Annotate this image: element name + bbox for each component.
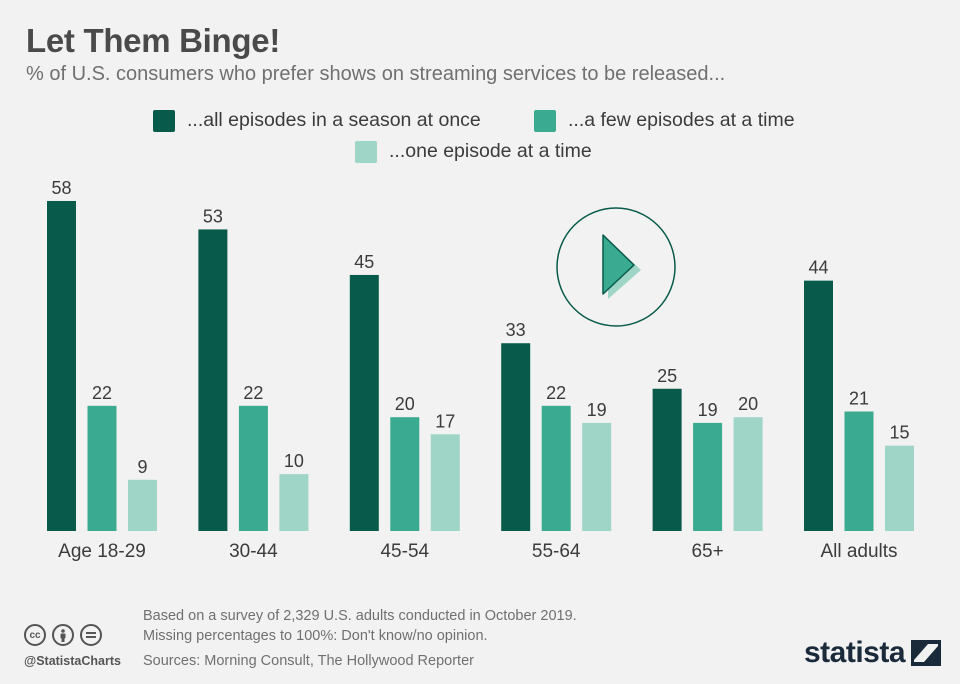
data-label-30-44-series-2: 22 [243, 383, 263, 403]
creative-commons-icon[interactable]: cc [24, 624, 46, 646]
bar-65-series-1 [652, 388, 682, 531]
bar-30-44-series-1 [198, 229, 228, 531]
bar-30-44-series-2 [238, 405, 268, 531]
bar-45-54-series-2 [390, 417, 420, 531]
bar-65-series-2 [693, 422, 723, 531]
data-label-30-44-series-1: 53 [203, 206, 223, 226]
data-label-45-54-series-3: 17 [435, 411, 455, 431]
twitter-handle[interactable]: @StatistaCharts [24, 654, 121, 668]
category-label-all-adults: All adults [820, 541, 897, 562]
bar-45-54-series-1 [349, 274, 379, 531]
statista-logo-mark [911, 640, 942, 666]
legend-item-few-episodes: ...a few episodes at a time [534, 109, 795, 132]
license-icons[interactable]: cc [24, 624, 102, 646]
footer-note-survey: Based on a survey of 2,329 U.S. adults c… [143, 608, 577, 624]
category-label-age-18-29: Age 18-29 [58, 541, 146, 562]
category-label-65: 65+ [691, 541, 723, 562]
footer-note-missing: Missing percentages to 100%: Don't know/… [143, 628, 488, 644]
play-icon[interactable] [556, 207, 676, 327]
statista-logo[interactable]: statista [804, 636, 942, 670]
legend-swatch-one-episode [355, 140, 377, 163]
bar-age-18-29-series-3 [128, 479, 157, 531]
data-label-55-64-series-2: 22 [546, 383, 566, 403]
bar-all-adults-series-1 [804, 280, 833, 531]
data-label-age-18-29-series-1: 58 [51, 178, 71, 198]
data-label-all-adults-series-2: 21 [849, 389, 869, 409]
legend-label-all-episodes: ...all episodes in a season at once [187, 109, 481, 131]
bar-45-54-series-3 [430, 434, 460, 531]
legend-item-one-episode: ...one episode at a time [355, 140, 592, 163]
data-label-all-adults-series-3: 15 [889, 423, 909, 443]
play-icon-triangle [602, 234, 635, 295]
chart-title: Let Them Binge! [26, 22, 281, 59]
legend-swatch-few-episodes [534, 109, 556, 132]
bars-layer: 58 22 9 Age 18-29 53 22 10 30-44 45 20 17 45-54 33 22… [47, 178, 914, 562]
legend-swatch-all-episodes [153, 109, 175, 132]
bar-chart: 58 22 9 Age 18-29 53 22 10 30-44 45 20 17 45-54 33 22… [47, 178, 914, 562]
data-label-age-18-29-series-2: 22 [92, 383, 112, 403]
bar-55-64-series-3 [582, 422, 612, 531]
legend-label-one-episode: ...one episode at a time [389, 140, 592, 162]
data-label-65-series-3: 20 [738, 394, 758, 414]
bar-55-64-series-1 [501, 343, 531, 531]
category-label-30-44: 30-44 [229, 541, 278, 562]
data-label-45-54-series-2: 20 [395, 394, 415, 414]
bar-30-44-series-3 [279, 474, 309, 531]
data-label-65-series-1: 25 [657, 366, 677, 386]
legend-item-all-episodes: ...all episodes in a season at once [153, 109, 481, 132]
bar-age-18-29-series-1 [47, 200, 76, 532]
data-label-55-64-series-3: 19 [587, 400, 607, 420]
bar-all-adults-series-2 [844, 411, 874, 531]
category-label-55-64: 55-64 [532, 541, 581, 562]
chart-subtitle: % of U.S. consumers who prefer shows on … [26, 63, 726, 85]
bar-age-18-29-series-2 [87, 405, 117, 531]
data-label-45-54-series-1: 45 [354, 252, 374, 272]
statista-logo-text: statista [804, 636, 906, 669]
data-label-65-series-2: 19 [698, 400, 718, 420]
play-icon-circle[interactable] [556, 207, 676, 327]
no-derivatives-icon[interactable] [80, 624, 102, 646]
category-label-45-54: 45-54 [380, 541, 429, 562]
bar-all-adults-series-3 [885, 445, 914, 531]
legend-label-few-episodes: ...a few episodes at a time [568, 109, 795, 131]
data-label-all-adults-series-1: 44 [808, 258, 828, 278]
data-label-30-44-series-3: 10 [284, 451, 304, 471]
footer-note-sources: Sources: Morning Consult, The Hollywood … [143, 653, 474, 669]
bar-65-series-3 [733, 417, 763, 531]
attribution-icon[interactable] [52, 624, 74, 646]
bar-55-64-series-2 [541, 405, 571, 531]
data-label-55-64-series-1: 33 [506, 320, 526, 340]
data-label-age-18-29-series-3: 9 [137, 457, 147, 477]
